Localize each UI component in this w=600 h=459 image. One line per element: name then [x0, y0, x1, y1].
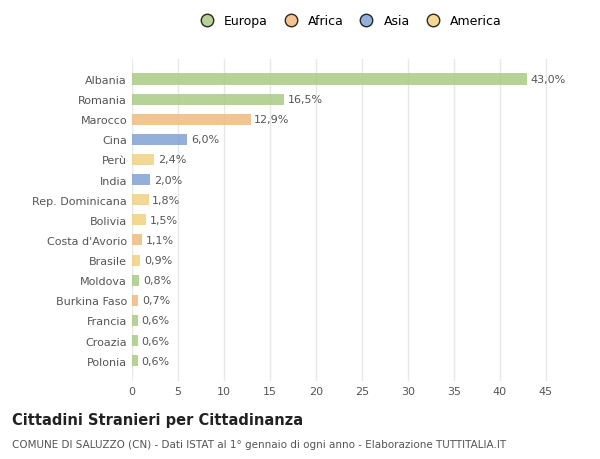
Text: 1,1%: 1,1%	[146, 235, 174, 246]
Text: COMUNE DI SALUZZO (CN) - Dati ISTAT al 1° gennaio di ogni anno - Elaborazione TU: COMUNE DI SALUZZO (CN) - Dati ISTAT al 1…	[12, 440, 506, 449]
Bar	[132, 134, 187, 146]
Bar	[132, 355, 137, 366]
Bar	[132, 275, 139, 286]
Bar	[132, 255, 140, 266]
Text: Cittadini Stranieri per Cittadinanza: Cittadini Stranieri per Cittadinanza	[12, 413, 303, 428]
Text: 2,4%: 2,4%	[158, 155, 186, 165]
Text: 2,0%: 2,0%	[154, 175, 182, 185]
Bar	[132, 335, 137, 346]
Bar	[132, 95, 284, 106]
Text: 0,6%: 0,6%	[141, 336, 169, 346]
Text: 0,7%: 0,7%	[142, 296, 170, 306]
Bar	[132, 114, 251, 125]
Bar	[132, 235, 142, 246]
Bar	[132, 174, 151, 186]
Bar	[132, 215, 146, 226]
Legend: Europa, Africa, Asia, America: Europa, Africa, Asia, America	[190, 11, 506, 32]
Text: 16,5%: 16,5%	[287, 95, 322, 105]
Bar	[132, 295, 139, 306]
Text: 0,8%: 0,8%	[143, 275, 171, 285]
Bar	[132, 155, 154, 166]
Bar	[132, 74, 527, 85]
Text: 1,8%: 1,8%	[152, 195, 181, 205]
Text: 0,9%: 0,9%	[144, 256, 172, 265]
Bar	[132, 195, 149, 206]
Text: 1,5%: 1,5%	[149, 215, 178, 225]
Bar	[132, 315, 137, 326]
Text: 6,0%: 6,0%	[191, 135, 219, 145]
Text: 0,6%: 0,6%	[141, 316, 169, 326]
Text: 0,6%: 0,6%	[141, 356, 169, 366]
Text: 12,9%: 12,9%	[254, 115, 290, 125]
Text: 43,0%: 43,0%	[531, 75, 566, 85]
